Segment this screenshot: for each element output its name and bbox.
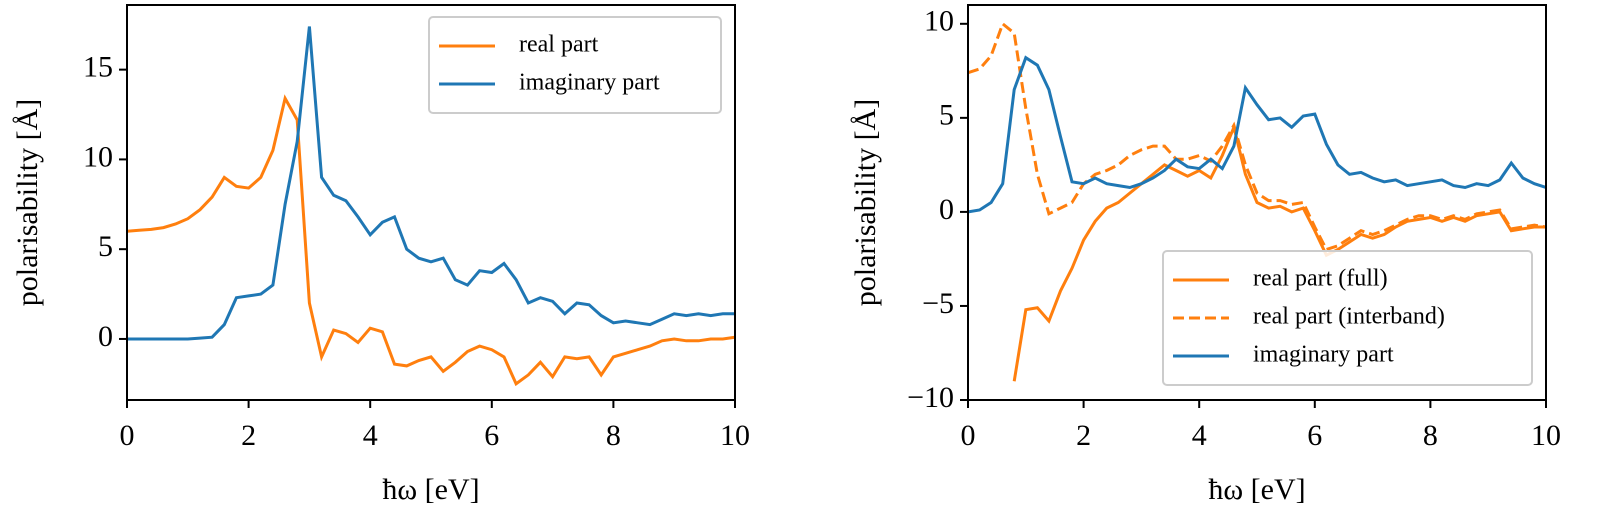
plot	[968, 21, 1546, 382]
series-line	[127, 26, 735, 341]
x-axis-label: ħω [eV]	[1208, 473, 1305, 506]
y-tick-label: 10	[83, 140, 113, 173]
legend-label: imaginary part	[1253, 342, 1394, 368]
legend-box	[1162, 250, 1533, 386]
x-tick-label: 10	[1531, 419, 1561, 452]
legend-label: real part (full)	[1253, 266, 1388, 292]
x-tick-label: 6	[1307, 419, 1322, 452]
series-line	[968, 55, 1546, 214]
x-axis-label: ħω [eV]	[382, 473, 479, 506]
x-tick-label: 6	[484, 419, 499, 452]
axes-frame	[126, 4, 736, 401]
x-tick-label: 2	[241, 419, 256, 452]
legend-label: real part	[519, 32, 599, 58]
x-tick-label: 0	[961, 419, 976, 452]
legend-box	[428, 16, 722, 114]
y-tick-label: 5	[939, 99, 954, 132]
y-tick-label: −10	[907, 381, 954, 414]
legend: real part imaginary part	[428, 16, 722, 114]
y-tick-label: 0	[98, 320, 113, 353]
y-tick-label: 15	[83, 51, 113, 84]
legend: real part (full) real part (interband) ima…	[1162, 250, 1533, 386]
y-tick-label: 5	[98, 230, 113, 263]
y-axis-label: polarisability [Å]	[849, 99, 882, 306]
x-tick-label: 8	[606, 419, 621, 452]
x-tick-label: 2	[1076, 419, 1091, 452]
series-line	[968, 21, 1546, 252]
series-line	[127, 94, 735, 387]
series-line	[1012, 122, 1546, 382]
y-tick-label: −5	[922, 287, 954, 320]
y-axis-label: polarisability [Å]	[11, 99, 44, 306]
legend-label: imaginary part	[519, 70, 660, 96]
plot	[127, 26, 735, 387]
x-tick-label: 10	[720, 419, 750, 452]
axes-frame	[967, 4, 1547, 401]
x-tick-label: 4	[1192, 419, 1207, 452]
x-tick-label: 8	[1423, 419, 1438, 452]
x-tick-label: 0	[120, 419, 135, 452]
x-tick-label: 4	[363, 419, 378, 452]
y-tick-label: 10	[924, 5, 954, 38]
y-tick-label: 0	[939, 193, 954, 226]
legend-label: real part (interband)	[1253, 304, 1445, 330]
